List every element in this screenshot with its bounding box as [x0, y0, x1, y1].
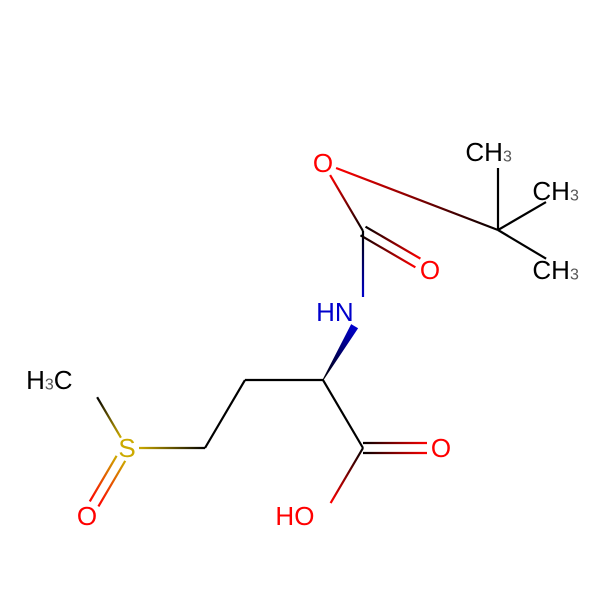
molecule-diagram: H3C S O O HO HN O O CH3 CH3 CH3 [0, 0, 600, 600]
bond [330, 175, 363, 231]
atom-label: CH3 [532, 255, 579, 285]
atom-label: CH3 [465, 137, 512, 167]
atom-label: O [420, 255, 440, 285]
atom-label: CH3 [532, 176, 579, 206]
atom-label: HO [275, 501, 314, 531]
atom-label: O [77, 501, 97, 531]
atom-label: H3C [26, 365, 72, 395]
bond [98, 461, 125, 507]
atom-label: S [118, 433, 135, 463]
bond [97, 397, 121, 437]
atom-label: HN [316, 297, 354, 327]
bond [205, 380, 245, 448]
bond [331, 448, 363, 503]
wedge-bond [323, 325, 357, 380]
bond [323, 380, 363, 448]
atom-label: O [431, 433, 451, 463]
bond [90, 456, 117, 502]
atom-label: O [313, 148, 333, 178]
bond [336, 168, 498, 230]
bond [498, 202, 546, 230]
